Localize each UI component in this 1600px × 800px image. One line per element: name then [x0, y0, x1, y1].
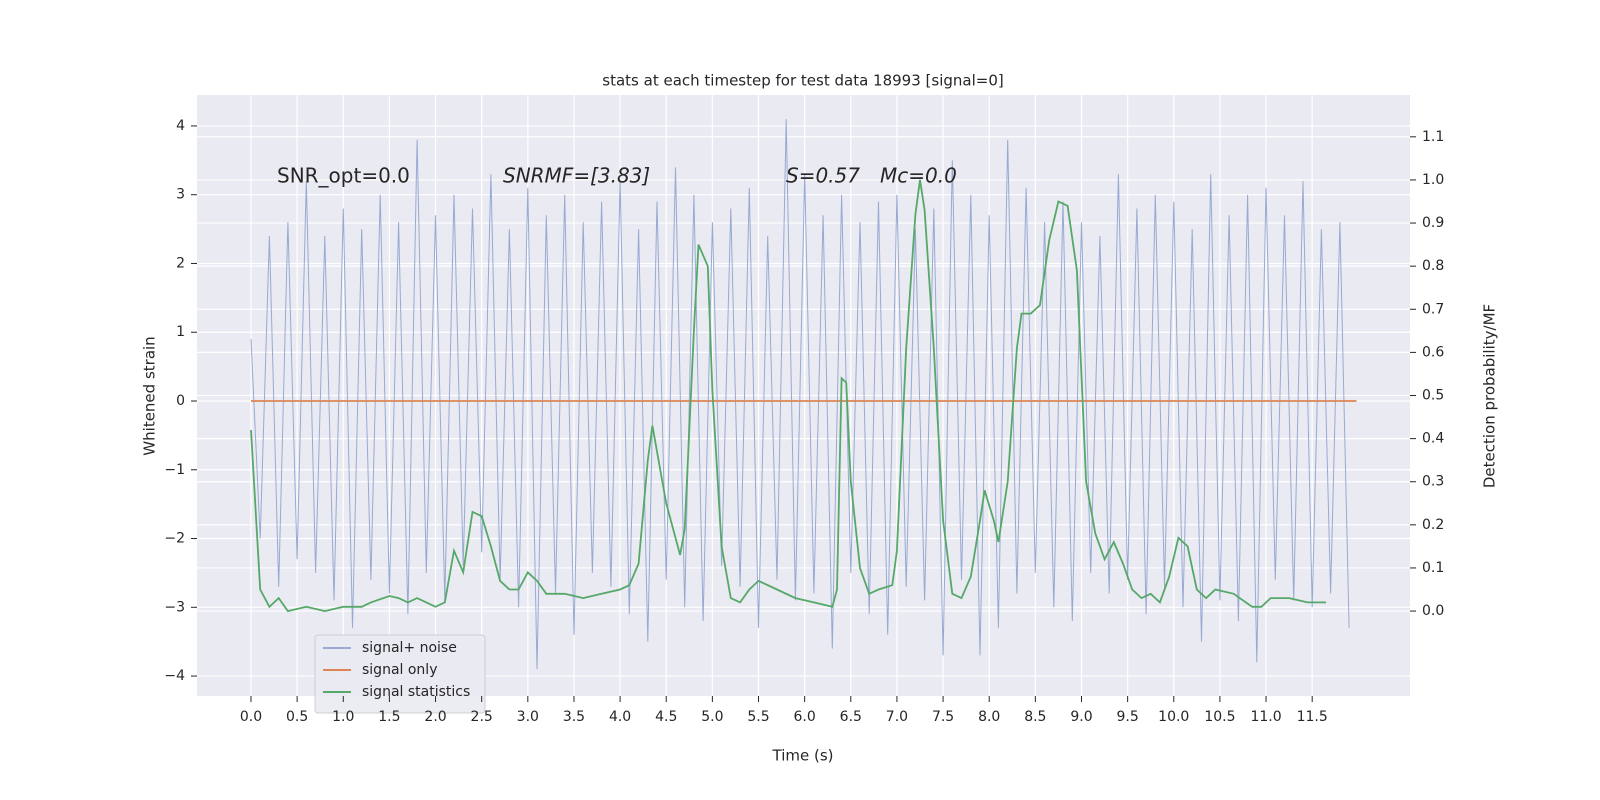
legend-label: signal only: [362, 662, 437, 678]
y2-tick-label: 0.4: [1422, 431, 1444, 447]
y2-tick-label: 0.9: [1422, 215, 1444, 231]
x-tick-label: 1.5: [378, 709, 400, 725]
x-tick-label: 7.0: [886, 709, 908, 725]
y-tick-label: 4: [176, 118, 185, 134]
y2-tick-label: 0.3: [1422, 474, 1444, 490]
x-tick-label: 5.0: [701, 709, 723, 725]
y2-tick-label: 0.0: [1422, 603, 1444, 619]
legend-label: signal statistics: [362, 684, 470, 700]
x-tick-label: 3.5: [563, 709, 585, 725]
x-tick-label: 5.5: [747, 709, 769, 725]
annotation: Mc=0.0: [880, 164, 957, 188]
y2-tick-label: 0.5: [1422, 388, 1444, 404]
y-tick-label: 3: [176, 187, 185, 203]
x-tick-label: 1.0: [332, 709, 354, 725]
x-tick-label: 8.5: [1024, 709, 1046, 725]
x-tick-label: 11.5: [1297, 709, 1328, 725]
y2-tick-label: 0.2: [1422, 517, 1444, 533]
x-tick-label: 4.0: [609, 709, 631, 725]
x-tick-label: 6.0: [794, 709, 816, 725]
legend-label: signal+ noise: [362, 640, 457, 656]
series-line: [250, 179, 1326, 613]
y-tick-label: −1: [164, 462, 185, 478]
x-tick-label: 0.0: [240, 709, 262, 725]
x-tick-label: 6.5: [840, 709, 862, 725]
x-tick-label: 7.5: [932, 709, 954, 725]
x-tick-label: 2.5: [471, 709, 493, 725]
series-line: [250, 119, 1350, 670]
y-tick-label: −2: [164, 531, 185, 547]
x-tick-label: 9.0: [1070, 709, 1092, 725]
y-tick-label: −3: [164, 599, 185, 615]
y2-tick-label: 0.7: [1422, 301, 1444, 317]
x-tick-label: 10.5: [1204, 709, 1235, 725]
x-tick-label: 11.0: [1250, 709, 1281, 725]
y2-tick-label: 0.1: [1422, 560, 1444, 576]
chart-title: stats at each timestep for test data 189…: [602, 72, 1003, 90]
annotations: SNR_opt=0.0 SNRMF=[3.83] S=0.57 Mc=0.0: [277, 164, 957, 188]
annotation: SNRMF=[3.83]: [503, 164, 650, 188]
marks: [250, 119, 1357, 670]
y2-tick-label: 1.0: [1422, 172, 1444, 188]
x-tick-label: 0.5: [286, 709, 308, 725]
y-tick-label: −4: [164, 668, 185, 684]
x-tick-label: 10.0: [1158, 709, 1189, 725]
x-tick-label: 8.0: [978, 709, 1000, 725]
annotation: SNR_opt=0.0: [277, 164, 410, 188]
legend-box: [314, 634, 486, 714]
x-tick-label: 2.0: [424, 709, 446, 725]
x-tick-label: 9.5: [1116, 709, 1138, 725]
y2-tick-label: 0.8: [1422, 258, 1444, 274]
annotation: S=0.57: [786, 164, 860, 188]
y-axis-label: Whitened strain: [141, 336, 159, 455]
y-tick-label: 1: [176, 324, 185, 340]
y-tick-label: 2: [176, 255, 185, 271]
y-tick-label: 0: [176, 393, 185, 409]
x-tick-label: 3.0: [517, 709, 539, 725]
y2-tick-label: 0.6: [1422, 344, 1444, 360]
y2-axis-label: Detection probability/MF: [1481, 304, 1499, 488]
legend: signal+ noise signal only signal statistic…: [314, 634, 486, 714]
y2-tick-label: 1.1: [1422, 129, 1444, 145]
x-tick-label: 4.5: [655, 709, 677, 725]
x-axis-label: Time (s): [772, 747, 834, 765]
